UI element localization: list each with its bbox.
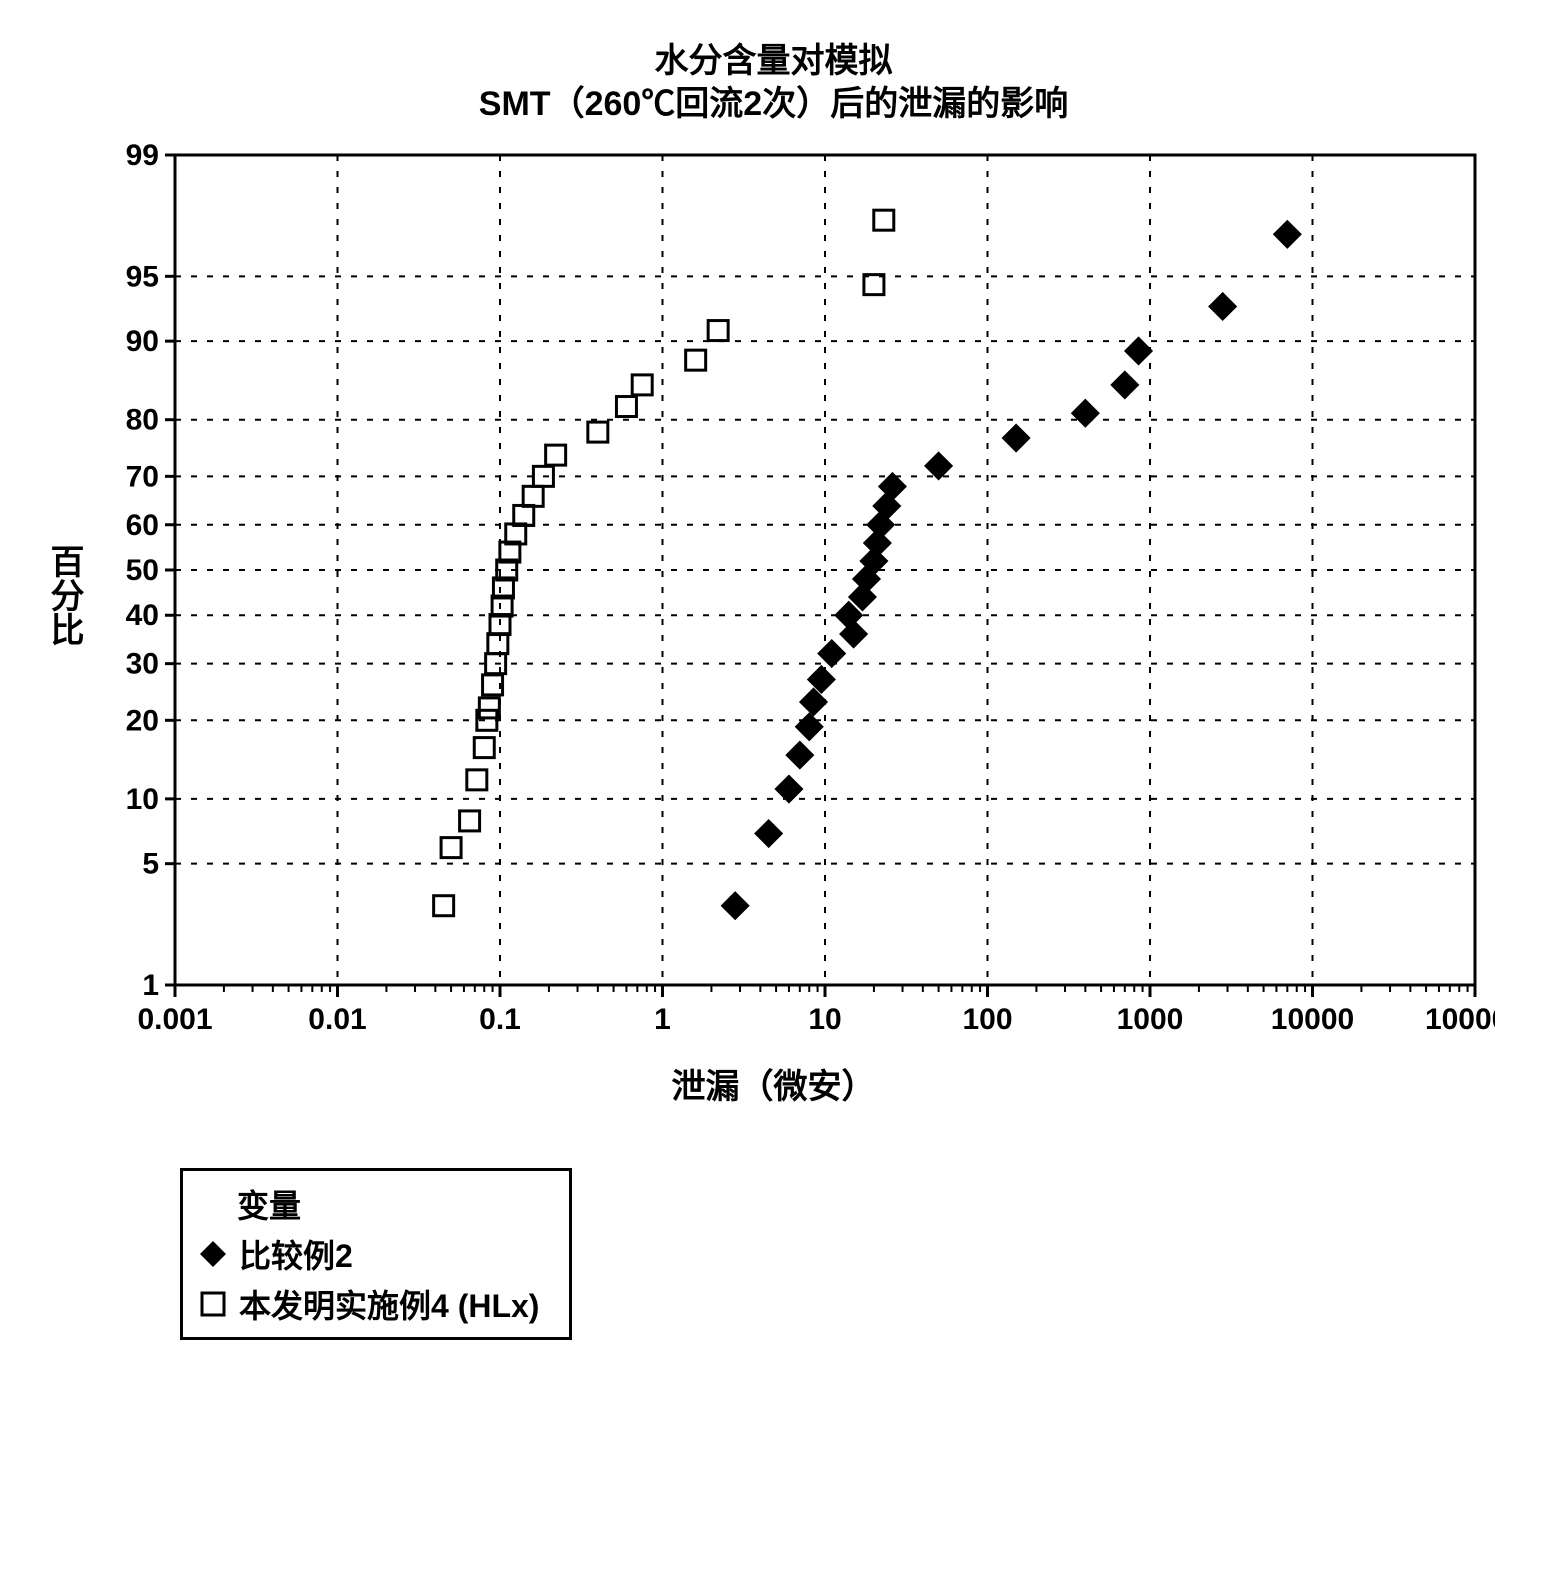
chart-title: 水分含量对模拟 SMT（260℃回流2次）后的泄漏的影响	[40, 40, 1507, 125]
legend-title: 变量	[237, 1181, 539, 1227]
legend-item-1: 本发明实施例4 (HLx)	[197, 1281, 539, 1327]
y-axis-label: 百分比	[40, 544, 89, 646]
svg-text:50: 50	[126, 554, 159, 587]
svg-text:10000: 10000	[1271, 1003, 1354, 1036]
svg-text:5: 5	[142, 848, 159, 881]
svg-text:0.01: 0.01	[308, 1003, 366, 1036]
title-line-1: 水分含量对模拟	[655, 42, 893, 80]
x-axis-label: 泄漏（微安）	[672, 1068, 876, 1106]
svg-text:10: 10	[126, 783, 159, 816]
diamond-filled-icon	[197, 1238, 229, 1270]
svg-text:80: 80	[126, 404, 159, 437]
svg-text:60: 60	[126, 509, 159, 542]
svg-text:0.1: 0.1	[479, 1003, 521, 1036]
svg-text:90: 90	[126, 325, 159, 358]
svg-text:70: 70	[126, 460, 159, 493]
svg-text:95: 95	[126, 260, 159, 293]
chart-container: 水分含量对模拟 SMT（260℃回流2次）后的泄漏的影响 百分比 1 5 10 20 3…	[40, 40, 1507, 1340]
legend-label-1: 本发明实施例4 (HLx)	[239, 1281, 539, 1327]
svg-text:100000: 100000	[1425, 1003, 1495, 1036]
svg-text:100: 100	[962, 1003, 1012, 1036]
legend-label-0: 比较例2	[239, 1231, 353, 1277]
plot-svg: 1 5 10 20 30 40 50 60 70 80 90 95 99 0.001 0.01 0.1 1 10 1…	[95, 135, 1495, 1055]
svg-text:40: 40	[126, 599, 159, 632]
svg-text:1: 1	[654, 1003, 671, 1036]
svg-text:10: 10	[808, 1003, 841, 1036]
square-open-icon	[197, 1288, 229, 1320]
title-line-2: SMT（260℃回流2次）后的泄漏的影响	[479, 85, 1068, 123]
svg-text:1: 1	[142, 969, 159, 1002]
svg-text:99: 99	[126, 139, 159, 172]
legend: 变量 比较例2 本发明实施例4 (HLx)	[180, 1168, 572, 1340]
legend-item-0: 比较例2	[197, 1231, 539, 1277]
svg-text:20: 20	[126, 704, 159, 737]
svg-text:30: 30	[126, 648, 159, 681]
svg-text:1000: 1000	[1117, 1003, 1184, 1036]
svg-text:0.001: 0.001	[137, 1003, 212, 1036]
